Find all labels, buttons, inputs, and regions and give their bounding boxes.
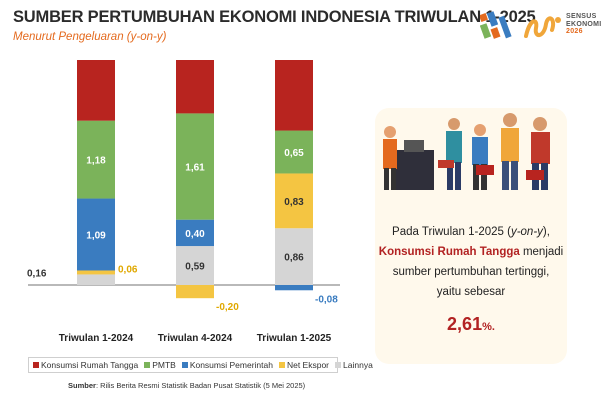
summary-text: Pada Triwulan 1-2025 (y-on-y), Konsumsi … <box>378 226 564 298</box>
bar-1-2 <box>275 130 313 174</box>
legend-item-konsumsi-rt: Konsumsi Rumah Tangga <box>33 360 138 370</box>
data-label-2-2: -0,08 <box>315 294 338 305</box>
bar-0-0 <box>77 60 115 121</box>
bar-4-2 <box>275 228 313 285</box>
bar-3-1 <box>176 285 214 299</box>
bar-2-0 <box>77 198 115 271</box>
page-subtitle: Menurut Pengeluaran (y-on-y) <box>13 31 167 43</box>
page-title: SUMBER PERTUMBUHAN EKONOMI INDONESIA TRI… <box>13 8 536 26</box>
bar-4-1 <box>176 246 214 285</box>
summary-value: 2,61%. <box>447 314 495 334</box>
chart-legend: Konsumsi Rumah Tangga PMTB Konsumsi Peme… <box>28 357 373 373</box>
bar-3-2 <box>275 173 313 229</box>
source-note: Sumber: Rilis Berita Resmi Statistik Bad… <box>68 381 306 390</box>
bar-3-0 <box>77 270 115 275</box>
data-label-2-1: 0,40 <box>185 229 205 240</box>
bar-2-1 <box>176 219 214 247</box>
bar-0-2 <box>275 60 313 131</box>
bar-0-1 <box>176 60 214 114</box>
category-label-2: Triwulan 1-2025 <box>257 333 332 344</box>
data-label-2-0: 1,09 <box>86 231 106 242</box>
logo-text: SENSUS EKONOMI 2026 <box>566 13 602 35</box>
bps-logo-icon <box>480 11 561 39</box>
bar-1-0 <box>77 120 115 199</box>
legend-item-lainnya: Lainnya <box>335 360 373 370</box>
bar-2-2 <box>275 285 313 291</box>
bar-1-1 <box>176 113 214 220</box>
data-label-3-0: 0,06 <box>118 264 138 275</box>
highlight-component: Konsumsi Rumah Tangga <box>378 246 520 258</box>
legend-item-pmtb: PMTB <box>144 360 176 370</box>
legend-item-net-ekspor: Net Ekspor <box>278 360 329 370</box>
data-label-4-1: 0,59 <box>185 262 205 273</box>
data-label-3-2: 0,83 <box>284 197 304 208</box>
legend-item-konsumsi-pemerintah: Konsumsi Pemerintah <box>181 360 273 370</box>
data-label-4-2: 0,86 <box>284 253 304 264</box>
data-label-3-1: -0,20 <box>216 302 239 313</box>
sensus-emblem-icon <box>524 16 556 38</box>
data-label-1-0: 1,18 <box>86 156 106 167</box>
stacked-bar-chart: 0,160,061,091,182,625,11%Triwulan 1-2024… <box>27 60 340 344</box>
category-label-1: Triwulan 4-2024 <box>158 333 233 344</box>
data-label-1-1: 1,61 <box>185 163 205 174</box>
data-label-4-0: 0,16 <box>27 268 47 279</box>
shoppers-illustration-icon <box>383 113 550 190</box>
bar-4-0 <box>77 274 115 285</box>
data-label-1-2: 0,65 <box>284 148 304 159</box>
category-label-0: Triwulan 1-2024 <box>59 333 134 344</box>
